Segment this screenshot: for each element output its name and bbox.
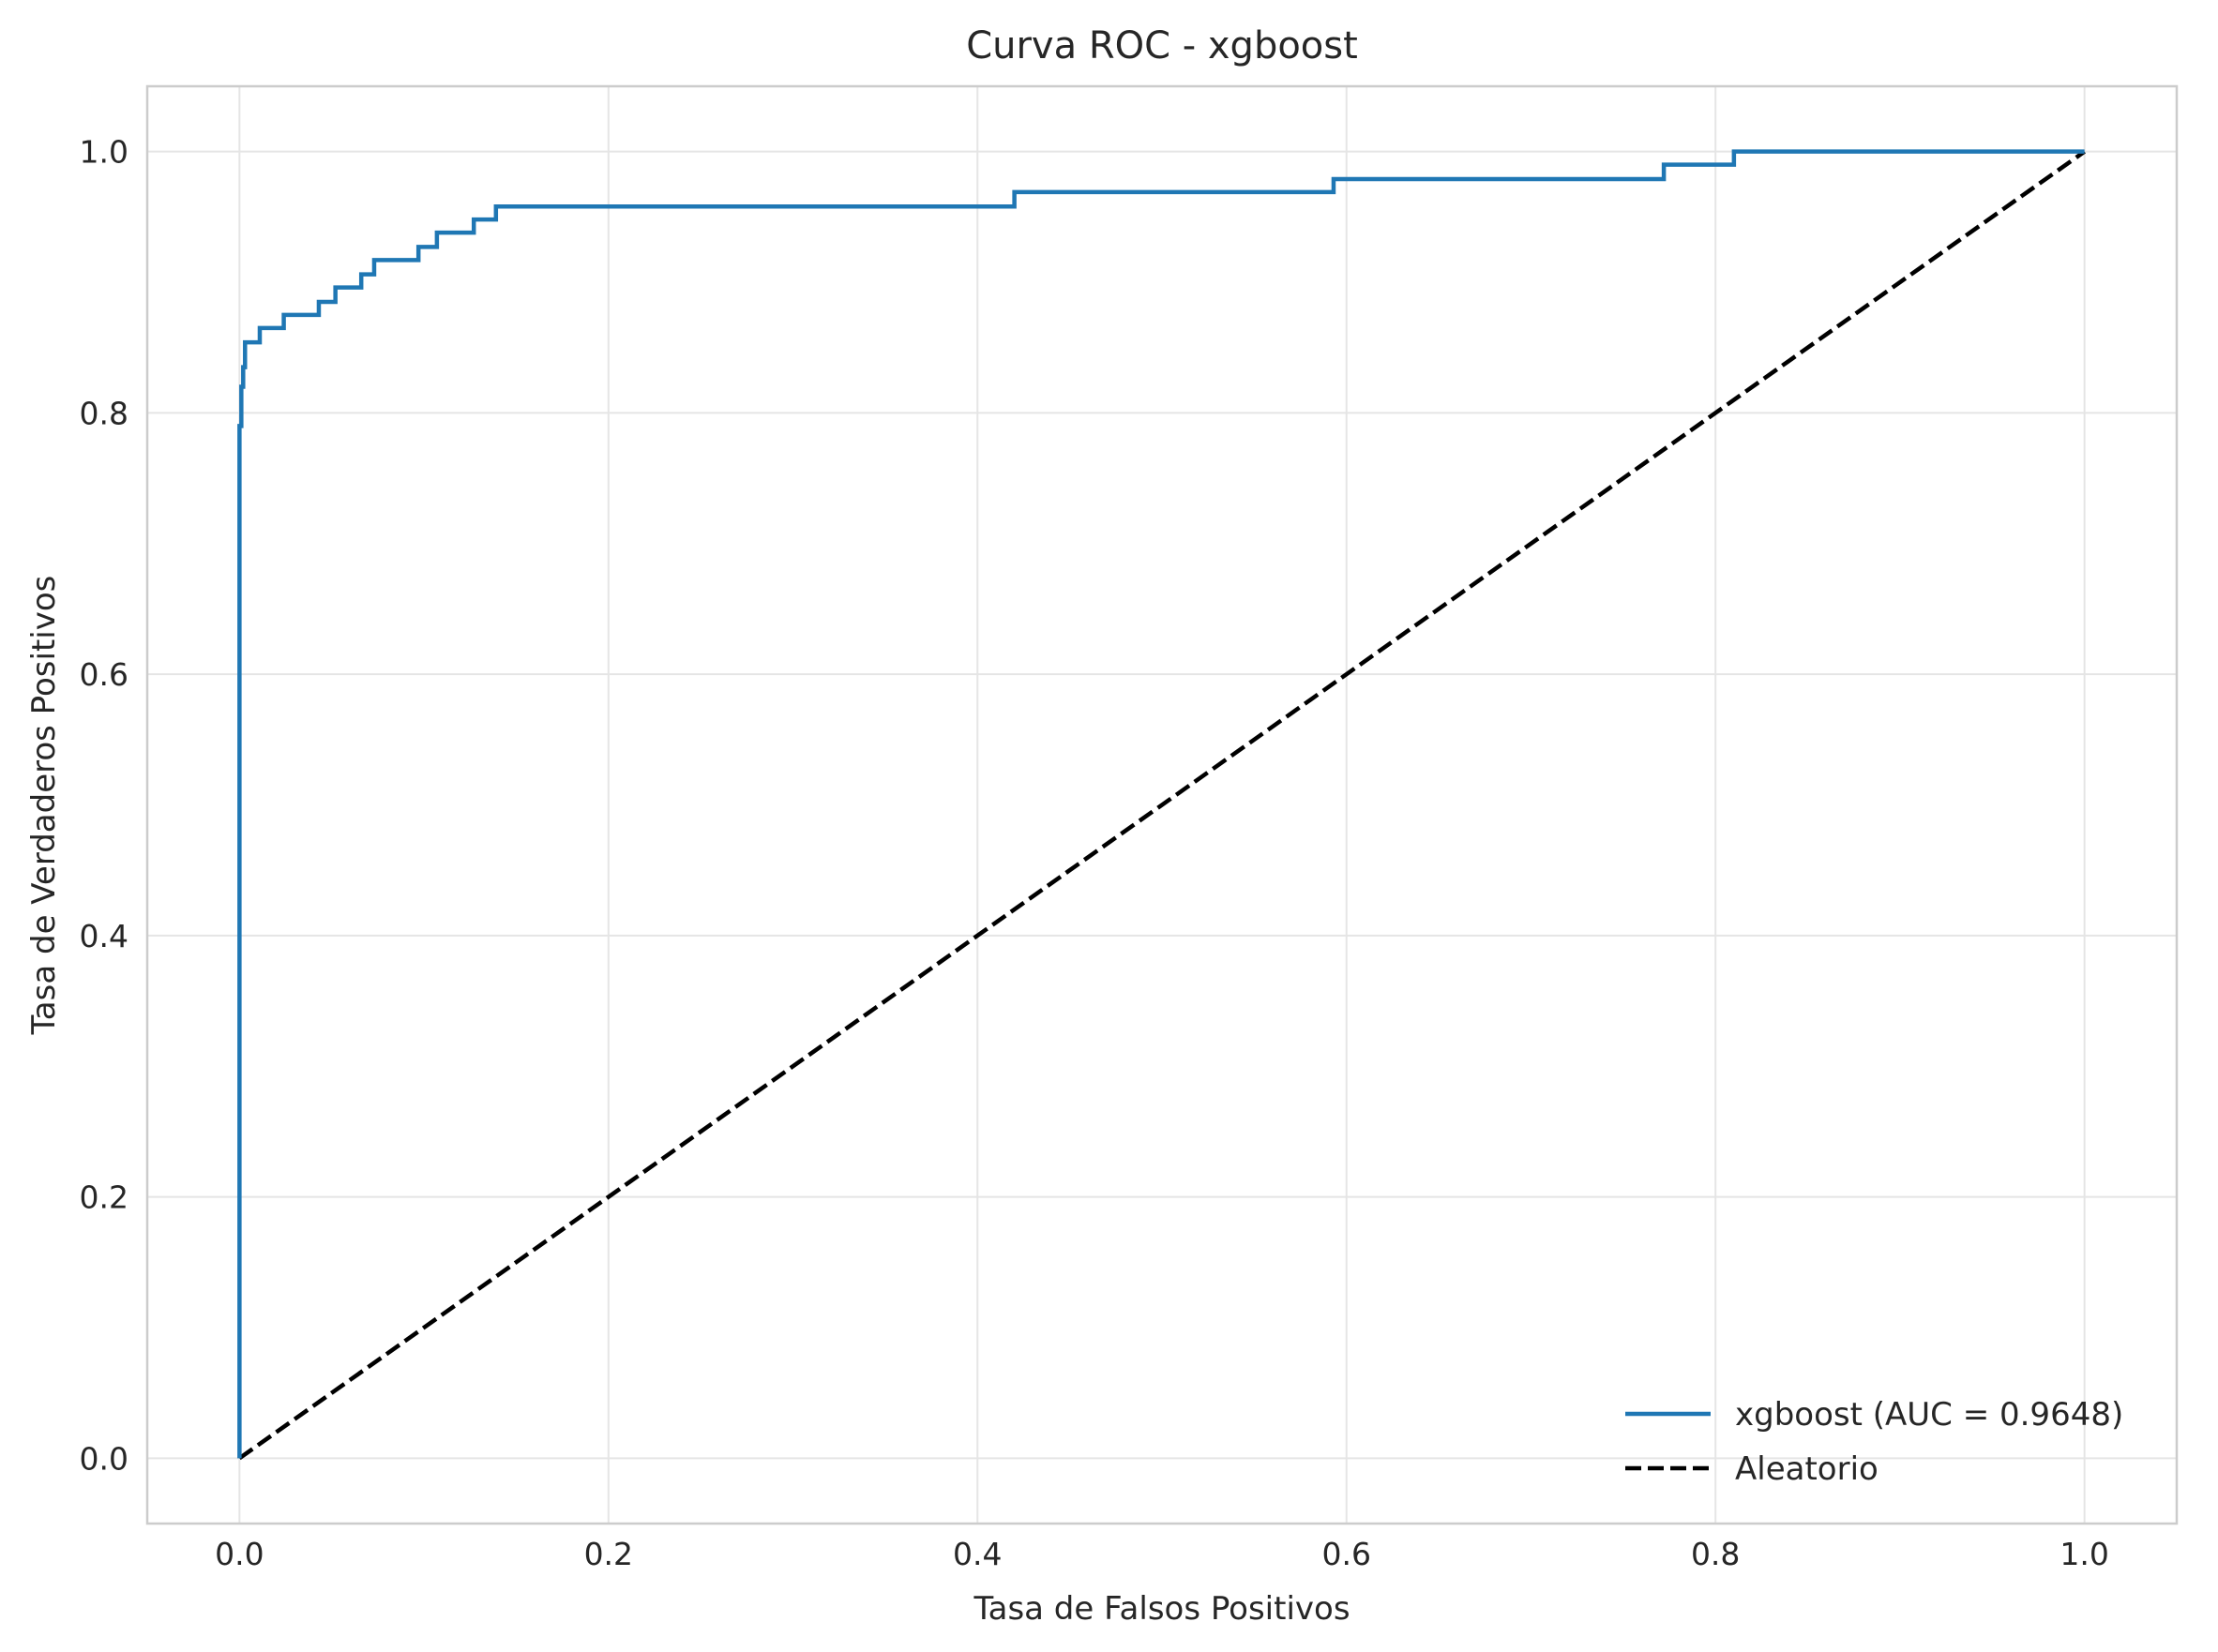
plot-series [237,149,2086,1461]
x-tick-label: 0.4 [953,1536,1002,1572]
y-axis-label: Tasa de Verdaderos Positivos [25,576,63,1036]
x-tick-label: 0.6 [1321,1536,1370,1572]
chart-title: Curva ROC - xgboost [966,24,1358,68]
plot-frame [145,84,2179,1525]
y-tick-label: 0.2 [80,1179,128,1216]
x-tick-label: 0.8 [1691,1536,1740,1572]
tick-labels: 0.0 0.2 0.4 0.6 0.8 1.0 0.0 0.2 0.4 0.6 0.8 1.0 [80,134,2109,1572]
y-tick-label: 0.6 [80,656,128,693]
y-tick-label: 0.4 [80,918,128,954]
legend-label: xgboost (AUC = 0.9648) [1735,1396,2123,1434]
grid-lines [147,86,2177,1524]
x-tick-label: 0.0 [215,1536,264,1572]
y-tick-label: 0.8 [80,395,128,431]
roc-curve-line [237,149,2085,1459]
legend-label: Aleatorio [1735,1450,1879,1488]
legend: xgboost (AUC = 0.9648) Aleatorio [1625,1396,2123,1488]
x-axis-label: Tasa de Falsos Positivos [973,1590,1350,1628]
random-baseline-line [238,149,2086,1461]
y-tick-label: 0.0 [80,1440,128,1477]
x-tick-label: 0.2 [584,1536,633,1572]
y-tick-label: 1.0 [80,134,128,171]
x-tick-label: 1.0 [2060,1536,2108,1572]
